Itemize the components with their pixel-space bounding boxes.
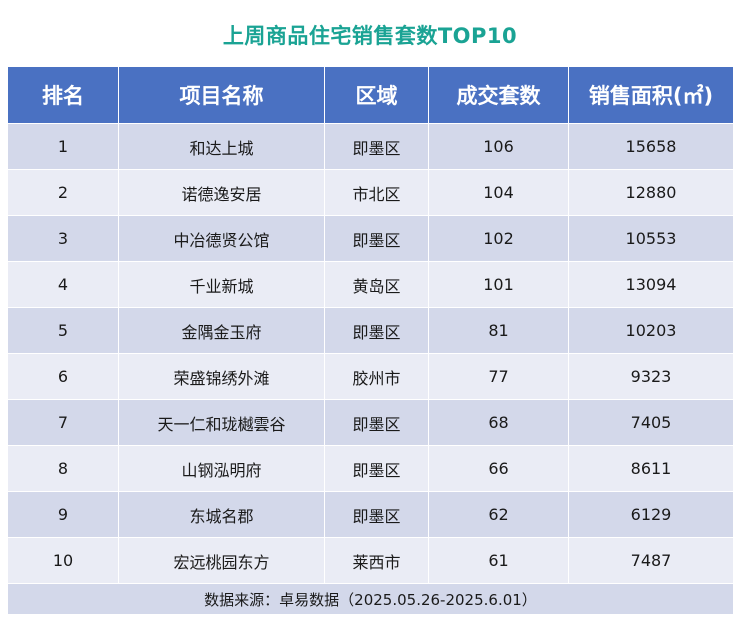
cell-units-sold: 66 [428, 445, 569, 492]
header-units-sold: 成交套数 [428, 66, 569, 124]
cell-project-name: 诺德逸安居 [118, 169, 325, 216]
cell-project-name: 东城名郡 [118, 491, 325, 538]
cell-project-name: 中冶德贤公馆 [118, 215, 325, 262]
cell-sales-area: 9323 [568, 353, 734, 400]
table-title: 上周商品住宅销售套数TOP10 [222, 24, 518, 48]
cell-project-name: 千业新城 [118, 261, 325, 308]
cell-sales-area: 7405 [568, 399, 734, 446]
source-note: 数据来源：卓易数据（2025.05.26-2025.6.01） [7, 583, 734, 615]
cell-units-sold: 104 [428, 169, 569, 216]
cell-district: 莱西市 [324, 537, 429, 584]
cell-sales-area: 7487 [568, 537, 734, 584]
table-row: 1 和达上城 即墨区 106 15658 [7, 123, 734, 170]
table-row: 2 诺德逸安居 市北区 104 12880 [7, 169, 734, 216]
header-project-name: 项目名称 [118, 66, 325, 124]
cell-sales-area: 10553 [568, 215, 734, 262]
cell-units-sold: 81 [428, 307, 569, 354]
table-row: 4 千业新城 黄岛区 101 13094 [7, 261, 734, 308]
cell-sales-area: 15658 [568, 123, 734, 170]
cell-units-sold: 62 [428, 491, 569, 538]
cell-units-sold: 68 [428, 399, 569, 446]
header-rank: 排名 [7, 66, 119, 124]
header-row: 排名 项目名称 区域 成交套数 销售面积(㎡) [7, 66, 734, 124]
table-row: 3 中冶德贤公馆 即墨区 102 10553 [7, 215, 734, 262]
cell-district: 即墨区 [324, 491, 429, 538]
table-row: 5 金隅金玉府 即墨区 81 10203 [7, 307, 734, 354]
cell-district: 胶州市 [324, 353, 429, 400]
table-row: 7 天一仁和珑樾雲谷 即墨区 68 7405 [7, 399, 734, 446]
cell-sales-area: 8611 [568, 445, 734, 492]
cell-project-name: 和达上城 [118, 123, 325, 170]
cell-project-name: 荣盛锦绣外滩 [118, 353, 325, 400]
header-district: 区域 [324, 66, 429, 124]
cell-units-sold: 61 [428, 537, 569, 584]
cell-district: 即墨区 [324, 445, 429, 492]
cell-rank: 4 [7, 261, 119, 308]
cell-district: 即墨区 [324, 307, 429, 354]
cell-sales-area: 10203 [568, 307, 734, 354]
cell-project-name: 山钢泓明府 [118, 445, 325, 492]
cell-project-name: 宏远桃园东方 [118, 537, 325, 584]
cell-rank: 9 [7, 491, 119, 538]
cell-units-sold: 102 [428, 215, 569, 262]
cell-rank: 3 [7, 215, 119, 262]
cell-units-sold: 101 [428, 261, 569, 308]
cell-rank: 10 [7, 537, 119, 584]
header-sales-area: 销售面积(㎡) [568, 66, 734, 124]
cell-project-name: 金隅金玉府 [118, 307, 325, 354]
cell-sales-area: 12880 [568, 169, 734, 216]
cell-rank: 1 [7, 123, 119, 170]
cell-rank: 2 [7, 169, 119, 216]
cell-district: 即墨区 [324, 123, 429, 170]
table-row: 8 山钢泓明府 即墨区 66 8611 [7, 445, 734, 492]
source-row: 数据来源：卓易数据（2025.05.26-2025.6.01） [7, 583, 734, 615]
cell-sales-area: 13094 [568, 261, 734, 308]
cell-units-sold: 106 [428, 123, 569, 170]
cell-units-sold: 77 [428, 353, 569, 400]
cell-rank: 7 [7, 399, 119, 446]
cell-district: 即墨区 [324, 215, 429, 262]
cell-rank: 6 [7, 353, 119, 400]
cell-district: 即墨区 [324, 399, 429, 446]
ranking-table: 排名 项目名称 区域 成交套数 销售面积(㎡) 1 和达上城 即墨区 106 1… [7, 66, 734, 615]
table-row: 10 宏远桃园东方 莱西市 61 7487 [7, 537, 734, 584]
cell-district: 黄岛区 [324, 261, 429, 308]
cell-district: 市北区 [324, 169, 429, 216]
cell-rank: 5 [7, 307, 119, 354]
cell-sales-area: 6129 [568, 491, 734, 538]
table-row: 9 东城名郡 即墨区 62 6129 [7, 491, 734, 538]
cell-rank: 8 [7, 445, 119, 492]
cell-project-name: 天一仁和珑樾雲谷 [118, 399, 325, 446]
table-row: 6 荣盛锦绣外滩 胶州市 77 9323 [7, 353, 734, 400]
